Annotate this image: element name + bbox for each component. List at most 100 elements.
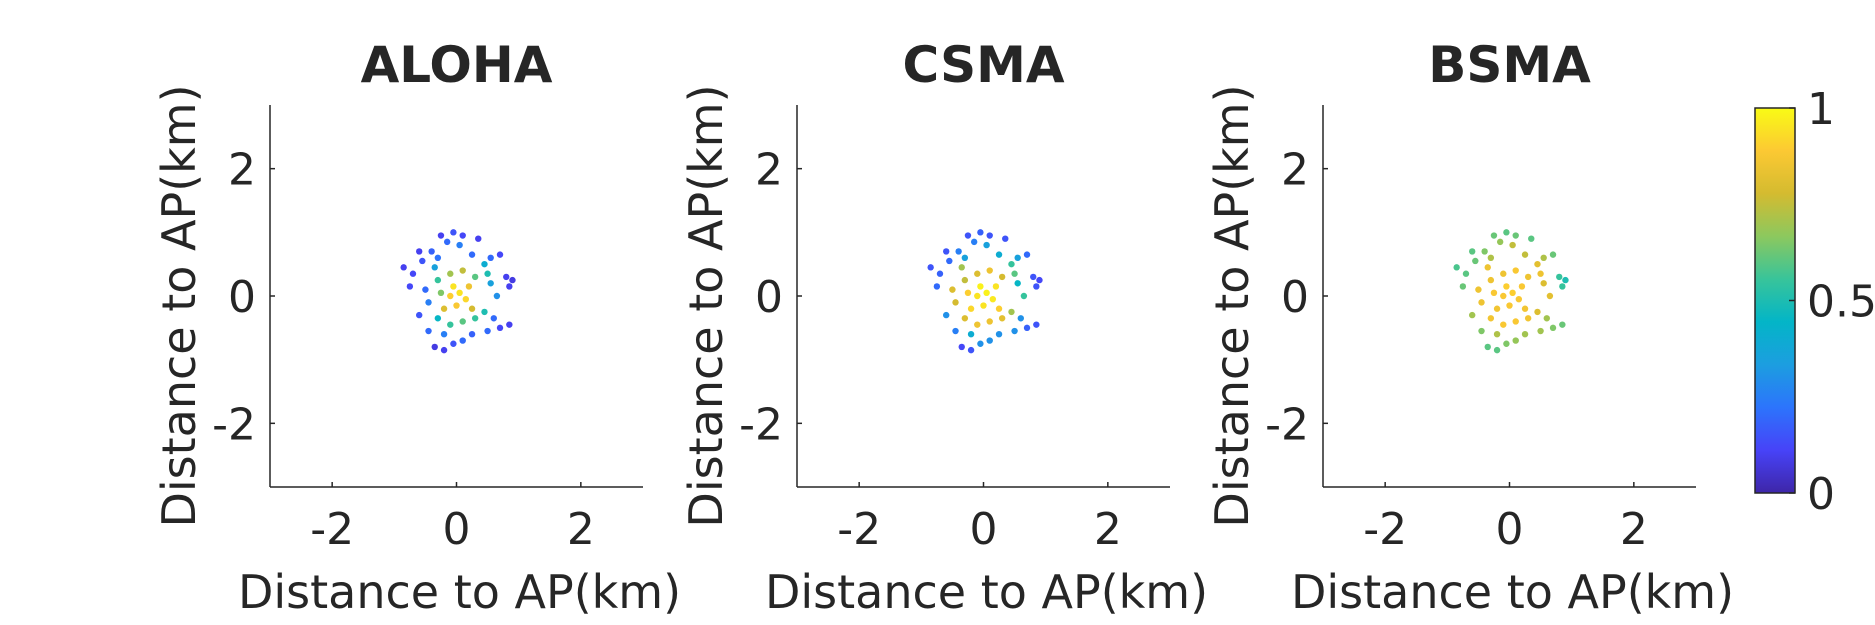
data-point <box>1453 264 1460 271</box>
data-point <box>998 315 1006 322</box>
data-point <box>425 327 432 335</box>
data-point <box>1036 276 1043 284</box>
x-tick-label: 2 <box>1094 504 1122 555</box>
data-point <box>1493 331 1501 338</box>
data-point <box>484 327 491 335</box>
data-point <box>459 267 466 274</box>
data-point <box>970 238 978 246</box>
data-point <box>955 248 962 255</box>
data-point <box>440 331 448 338</box>
y-tick-label: 2 <box>1281 145 1309 196</box>
data-point <box>447 292 454 300</box>
data-point <box>1521 251 1529 258</box>
data-point <box>459 337 466 344</box>
data-point <box>961 254 969 261</box>
x-tick-label: -2 <box>837 504 881 555</box>
data-point <box>977 283 984 290</box>
data-point <box>995 305 1003 312</box>
data-point <box>964 232 972 239</box>
data-point <box>506 321 513 328</box>
x-tick-label: 0 <box>1496 504 1524 555</box>
data-point <box>1459 283 1467 290</box>
data-point <box>1469 311 1476 319</box>
data-point <box>1011 327 1018 335</box>
data-point <box>422 286 429 293</box>
data-point <box>1509 289 1516 297</box>
data-point <box>468 331 476 338</box>
x-axis-label: Distance to AP(km) <box>238 565 681 619</box>
data-point <box>434 254 442 261</box>
data-point <box>983 289 990 297</box>
data-point <box>1556 273 1563 281</box>
data-point <box>1484 343 1491 351</box>
data-point <box>1020 292 1028 300</box>
data-point <box>961 315 969 322</box>
data-point <box>416 248 423 255</box>
data-point <box>437 232 445 239</box>
x-tick-label: -2 <box>1363 504 1407 555</box>
data-point <box>425 299 432 306</box>
data-point <box>1524 315 1532 322</box>
data-point <box>986 232 993 239</box>
data-point <box>974 270 981 277</box>
data-point <box>1472 257 1479 265</box>
data-point <box>933 283 941 290</box>
data-point <box>487 254 494 261</box>
y-tick-label: 2 <box>228 145 256 196</box>
data-point <box>456 289 463 297</box>
data-point <box>487 280 494 287</box>
data-point <box>503 273 510 281</box>
data-point <box>1011 270 1018 277</box>
x-tick-label: 0 <box>970 504 998 555</box>
data-point <box>1521 305 1529 312</box>
data-point <box>459 318 466 325</box>
data-point <box>1537 327 1544 335</box>
data-point <box>1002 235 1009 242</box>
data-point <box>493 292 501 300</box>
data-point <box>1487 276 1495 284</box>
y-tick-label: -2 <box>212 399 256 450</box>
data-point <box>1512 318 1519 325</box>
x-axis-label: Distance to AP(km) <box>765 565 1208 619</box>
data-point <box>496 324 504 332</box>
data-point <box>1033 321 1040 328</box>
data-point <box>416 311 423 319</box>
data-point <box>475 235 482 242</box>
data-point <box>400 264 407 271</box>
colorbar: 10.50 <box>1754 84 1875 520</box>
data-point <box>927 264 934 271</box>
data-point <box>1512 232 1519 239</box>
data-point <box>952 299 959 306</box>
data-point <box>1503 340 1510 347</box>
data-point <box>1490 289 1498 297</box>
data-point <box>450 283 457 290</box>
chart-title: ALOHA <box>361 36 553 94</box>
data-point <box>509 276 516 284</box>
data-point <box>943 248 950 255</box>
data-point <box>1030 273 1037 281</box>
data-point <box>967 346 975 354</box>
data-point <box>949 286 956 293</box>
scatter-panel-csma: -2 0 2 -2 0 2 CSMA Distance to AP(km) Distance t… <box>679 36 1208 619</box>
data-point <box>434 276 442 284</box>
data-point <box>1512 267 1519 274</box>
data-point <box>1528 235 1535 242</box>
data-point <box>952 327 959 335</box>
data-point <box>453 302 460 309</box>
data-point <box>1484 264 1491 271</box>
data-point <box>1023 324 1031 332</box>
data-point <box>481 308 488 316</box>
data-point <box>936 270 944 277</box>
data-point <box>437 289 445 297</box>
data-point <box>1008 260 1015 268</box>
data-point <box>967 331 975 338</box>
data-point <box>450 340 457 347</box>
data-point <box>496 251 504 258</box>
data-point <box>1515 295 1523 303</box>
data-point <box>1462 270 1470 277</box>
data-point <box>1540 280 1547 287</box>
data-point <box>1549 251 1557 258</box>
data-point <box>1478 327 1485 335</box>
data-point <box>989 295 997 303</box>
data-point <box>462 295 470 303</box>
